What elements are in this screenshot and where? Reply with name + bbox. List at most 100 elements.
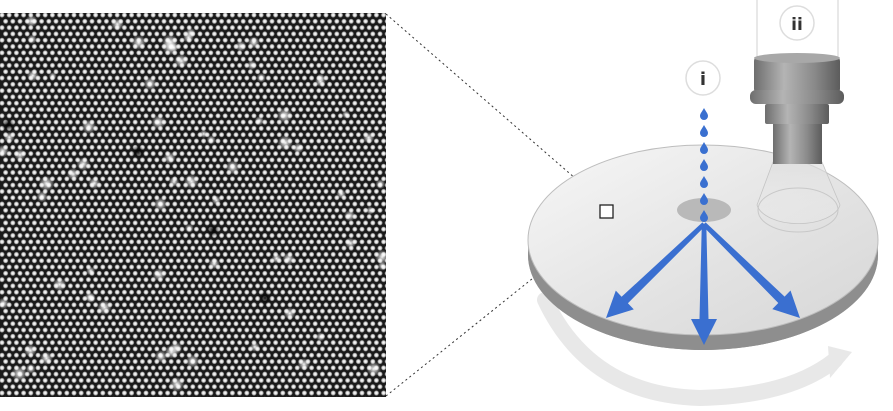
lattice-atom <box>165 314 171 320</box>
lattice-atom <box>89 43 95 50</box>
lattice-atom <box>132 31 138 37</box>
lattice-atom <box>370 106 376 113</box>
lattice-atom <box>316 125 322 131</box>
lattice-atom <box>366 188 372 194</box>
lattice-atom <box>111 69 117 75</box>
spread-arrows <box>606 222 800 345</box>
lattice-atom <box>96 220 102 226</box>
lattice-atom <box>359 302 365 308</box>
lattice-atom <box>75 232 81 239</box>
lattice-atom <box>165 13 171 18</box>
lattice-atom <box>133 396 137 397</box>
lattice-atom <box>337 25 343 31</box>
lattice-atom <box>190 308 196 314</box>
lattice-atom <box>381 138 386 144</box>
lattice-atom <box>197 18 203 24</box>
lattice-atom <box>312 31 318 37</box>
lattice-atom <box>348 157 354 163</box>
lattice-atom <box>341 157 347 163</box>
lattice-atom <box>147 144 153 150</box>
lattice-atom <box>226 270 232 276</box>
lattice-atom <box>287 214 293 220</box>
lattice-atom <box>111 182 117 188</box>
lattice-atom <box>337 302 343 308</box>
lattice-atom <box>107 62 113 68</box>
lattice-atom <box>53 169 59 176</box>
lattice-atom <box>39 18 45 24</box>
lattice-atom <box>157 100 163 106</box>
lattice-atom <box>273 188 279 194</box>
lattice-atom <box>345 50 351 56</box>
lattice-atom <box>82 346 88 352</box>
lattice-atom <box>82 358 88 365</box>
lattice-atom <box>219 119 225 125</box>
lattice-atom <box>57 377 63 383</box>
lattice-atom <box>42 289 48 295</box>
lattice-atom <box>301 138 307 144</box>
lattice-atom <box>215 13 221 18</box>
lattice-atom <box>247 106 253 113</box>
lattice-atom <box>337 390 343 396</box>
lattice-atom <box>226 43 232 50</box>
lattice-atom <box>237 277 243 283</box>
lattice-atom <box>60 157 66 163</box>
lattice-atom <box>17 258 23 264</box>
lattice-atom <box>327 43 333 50</box>
lattice-atom <box>341 358 347 365</box>
lattice-atom <box>186 75 192 81</box>
lattice-atom <box>330 226 336 232</box>
lattice-atom <box>172 226 178 232</box>
lattice-bright-defect <box>185 354 200 368</box>
lattice-atom <box>201 25 207 31</box>
lattice-atom <box>60 321 66 327</box>
lattice-atom <box>359 88 365 94</box>
lattice-atom <box>168 69 174 75</box>
lattice-atom <box>165 264 171 270</box>
lattice-atom <box>172 302 178 308</box>
lattice-atom <box>197 106 203 113</box>
lattice-atom <box>373 100 379 106</box>
lattice-atom <box>179 289 185 295</box>
lattice-atom <box>341 169 347 176</box>
lattice-atom <box>337 151 343 157</box>
lattice-atom <box>49 201 56 207</box>
lattice-atom <box>13 125 19 131</box>
lattice-atom <box>201 289 207 295</box>
lattice-atom <box>211 283 217 289</box>
lattice-atom <box>85 201 91 207</box>
lattice-atom <box>13 100 19 106</box>
lattice-atom <box>161 132 167 138</box>
lattice-atom <box>183 69 189 75</box>
lattice-atom <box>370 384 376 390</box>
lattice-atom <box>93 314 99 320</box>
lattice-atom <box>233 94 239 100</box>
lattice-atom <box>247 81 253 87</box>
lattice-atom <box>39 232 45 239</box>
lattice-atom <box>186 88 192 94</box>
lattice-atom <box>168 283 174 289</box>
lattice-atom <box>136 125 142 131</box>
lattice-atom <box>13 50 19 56</box>
lattice-atom <box>255 384 261 390</box>
lattice-atom <box>280 100 286 106</box>
lattice-atom <box>154 169 160 176</box>
lattice-atom <box>229 226 235 232</box>
lattice-atom <box>388 315 393 320</box>
lattice-atom <box>17 81 23 87</box>
lattice-atom <box>384 359 386 364</box>
lattice-atom <box>327 333 333 339</box>
lattice-atom <box>0 88 5 94</box>
lattice-atom <box>49 50 56 56</box>
lattice-atom <box>118 371 124 377</box>
lattice-atom <box>229 100 235 106</box>
lattice-atom <box>100 125 106 131</box>
lattice-atom <box>60 18 66 24</box>
lattice-atom <box>211 69 217 75</box>
lattice-atom <box>64 264 70 270</box>
lattice-atom <box>96 144 102 150</box>
lattice-atom <box>67 358 73 365</box>
lattice-atom <box>287 62 293 68</box>
lattice-atom <box>341 132 347 138</box>
lattice-atom <box>79 403 84 408</box>
lattice-atom <box>78 352 84 358</box>
